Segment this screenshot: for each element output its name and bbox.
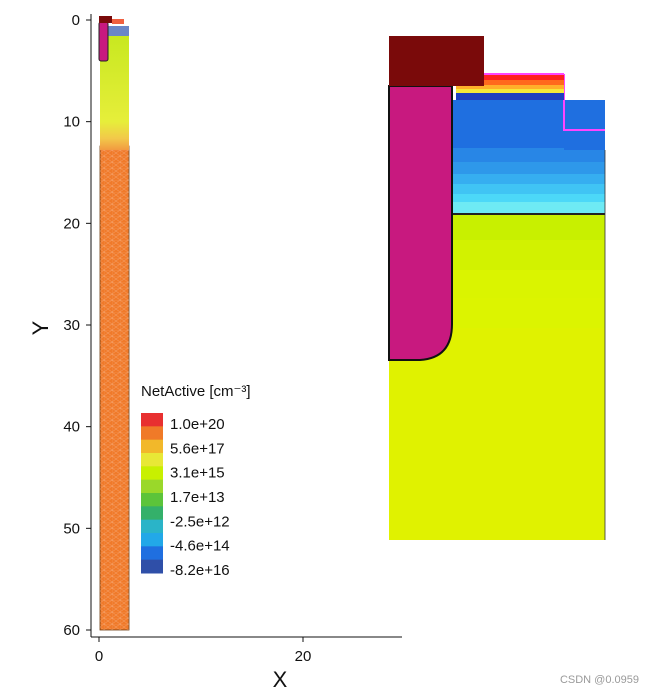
legend-label: -2.5e+12 [170,513,230,530]
inset-source-band-5 [456,93,564,100]
legend-label: 1.0e+20 [170,416,225,433]
inset-source-band-4 [456,89,564,94]
legend-label: 3.1e+15 [170,465,225,482]
y-tick-label: 50 [63,520,80,537]
legend: NetActive [cm⁻³] 1.0e+20 5.6e+17 3.1e+15 1.… [141,383,251,579]
inset-band-1 [452,214,605,242]
inset-source-band-1 [456,74,564,82]
watermark-text: CSDN @0.0959 [559,674,639,686]
inset-n-layer-6 [452,194,605,204]
inset-band-4 [452,298,605,328]
legend-color-swatch [141,493,163,507]
legend-color-swatch [141,413,163,427]
inset-step-right-top [564,130,605,150]
y-tick-label: 0 [72,12,80,29]
legend-color-swatch [141,533,163,547]
legend-color-swatch [141,466,163,481]
inset-band-2 [452,240,605,272]
gate-oxide-region [98,21,109,62]
y-tick-label: 10 [63,114,80,131]
x-tick-label: 20 [295,648,312,665]
source-sliver [112,19,124,24]
inset-gate-oxide [388,85,453,361]
inset-n-layer-2 [452,148,605,164]
y-tick-label: 20 [63,215,80,232]
legend-label: 1.7e+13 [170,489,225,506]
trench-top-region [107,26,129,36]
legend-color-swatch [141,546,163,561]
contact-region [99,16,112,23]
inset-n-layer-5 [452,184,605,196]
inset-n-layer-3 [452,162,605,176]
axes: 0 10 20 30 40 50 60 0 20 X Y [28,12,402,692]
legend-color-swatch [141,426,163,441]
inset-source-band-2 [456,80,564,86]
zoom-inset [388,36,606,540]
legend-color-swatch [141,506,163,521]
legend-color-swatch [141,559,163,574]
legend-label: -4.6e+14 [170,538,230,555]
y-tick-label: 30 [63,317,80,334]
y-axis-title: Y [28,320,53,335]
device-column [98,16,130,631]
legend-label: -8.2e+16 [170,562,230,579]
inset-contact [389,36,484,86]
legend-color-swatch [141,519,163,534]
n-drift-mesh [100,146,129,630]
legend-label: 5.6e+17 [170,440,225,457]
inset-n-layer-7 [452,202,605,214]
y-tick-label: 60 [63,622,80,639]
legend-color-swatch [141,453,163,467]
legend-color-swatch [141,479,163,494]
inset-band-3 [452,270,605,300]
inset-n-layer-4 [452,174,605,186]
inset-source-band-3 [456,85,564,90]
x-tick-label: 0 [95,648,103,665]
legend-title: NetActive [cm⁻³] [141,383,251,400]
y-tick-label: 40 [63,419,80,436]
x-axis-title: X [273,667,288,692]
legend-color-swatch [141,439,163,454]
